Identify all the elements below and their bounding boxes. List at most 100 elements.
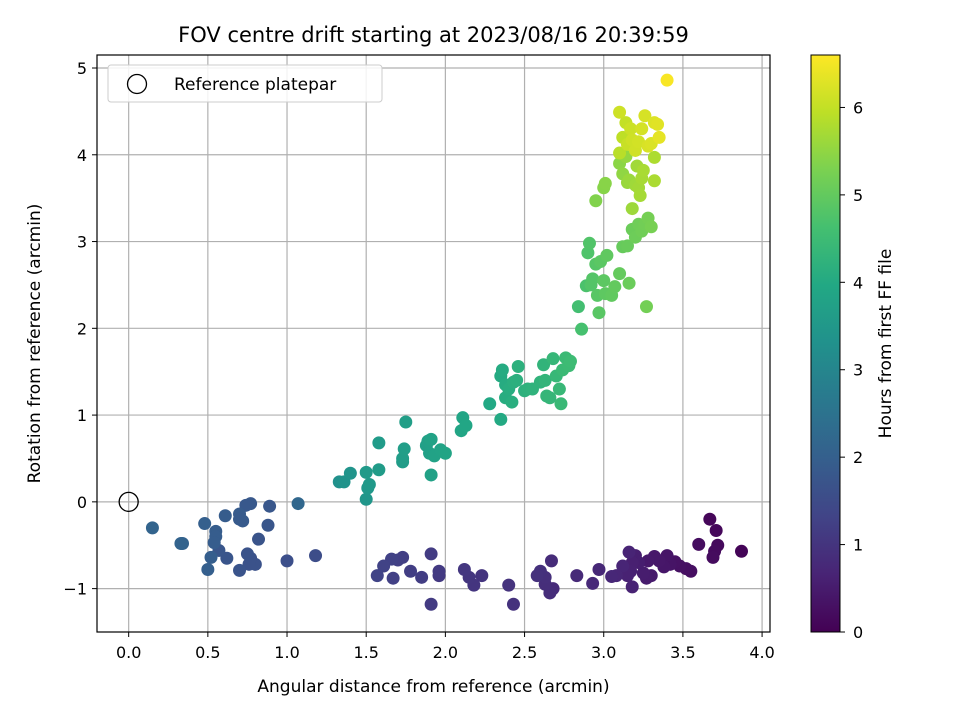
data-point-83: [174, 536, 188, 550]
grid-lines: [97, 55, 770, 632]
data-point-103: [424, 432, 438, 446]
data-point-92: [359, 465, 373, 479]
chart-title: FOV centre drift starting at 2023/08/16 …: [178, 23, 689, 47]
data-point-196: [651, 117, 665, 131]
data-point-80: [201, 563, 215, 577]
data-point-98: [399, 415, 413, 429]
data-point-72: [233, 563, 247, 577]
data-point-29: [605, 569, 619, 583]
data-point-182: [613, 146, 627, 160]
data-point-61: [263, 499, 277, 513]
data-point-173: [625, 202, 639, 216]
data-point-19: [636, 566, 650, 580]
data-point-136: [563, 354, 577, 368]
data-point-73: [220, 551, 234, 565]
data-point-41: [502, 578, 516, 592]
data-point-197: [652, 130, 666, 144]
x-tick-label-2: 1.0: [274, 643, 299, 662]
data-point-31: [586, 576, 600, 590]
data-point-143: [586, 272, 600, 286]
data-point-54: [386, 571, 400, 585]
x-tick-label-1: 0.5: [195, 643, 220, 662]
data-point-48: [424, 597, 438, 611]
data-point-97: [397, 442, 411, 456]
colorbar-tick-label-4: 4: [853, 273, 863, 292]
data-point-110: [483, 397, 497, 411]
data-point-45: [457, 563, 471, 577]
data-point-27: [616, 559, 630, 573]
legend-label-reference-platepar: Reference platepar: [174, 75, 336, 95]
y-tick-label-3: 2: [77, 319, 87, 338]
data-point-198: [660, 73, 674, 87]
x-tick-label-5: 2.5: [512, 643, 537, 662]
data-points: [145, 73, 748, 611]
legend: Reference platepar: [107, 64, 383, 103]
colorbar-tick-label-2: 2: [853, 448, 863, 467]
data-point-85: [291, 497, 305, 511]
colorbar-frame: [810, 54, 841, 633]
data-point-89: [359, 492, 373, 506]
data-point-141: [582, 236, 596, 250]
data-point-39: [530, 569, 544, 583]
colorbar-ticks: 0 1 2 3 4 5 6: [840, 98, 863, 642]
data-point-150: [600, 248, 614, 262]
colorbar-label: Hours from first FF file: [876, 249, 896, 439]
data-point-62: [252, 532, 266, 546]
data-point-91: [362, 477, 376, 491]
data-point-0: [734, 544, 748, 558]
data-point-78: [207, 536, 221, 550]
data-point-177: [633, 189, 647, 203]
colorbar-gradient: [811, 55, 840, 632]
data-point-109: [459, 418, 473, 432]
data-point-56: [377, 559, 391, 573]
data-point-191: [635, 122, 649, 136]
data-point-119: [510, 373, 524, 387]
data-point-94: [372, 463, 386, 477]
x-axis-label: Angular distance from reference (arcmin): [257, 677, 609, 697]
y-tick-label-5: 4: [77, 146, 87, 165]
data-point-106: [438, 446, 452, 460]
data-point-113: [495, 363, 509, 377]
reference-marker-layer: [118, 491, 139, 512]
legend-box: [107, 64, 383, 103]
data-point-5: [706, 550, 720, 564]
data-point-146: [592, 306, 606, 320]
data-point-152: [608, 280, 622, 294]
x-tick-label-8: 4.0: [749, 643, 774, 662]
data-point-47: [432, 564, 446, 578]
y-tick-label-2: 1: [77, 406, 87, 425]
data-point-132: [554, 397, 568, 411]
data-point-186: [624, 122, 638, 136]
data-point-155: [620, 239, 634, 253]
data-point-74: [218, 509, 232, 523]
data-point-57: [370, 569, 384, 583]
data-point-84: [145, 521, 159, 535]
y-tick-label-0: −1: [63, 580, 87, 599]
x-tick-label-6: 3.0: [591, 643, 616, 662]
y-tick-label-4: 3: [77, 233, 87, 252]
data-point-165: [589, 194, 603, 208]
x-tick-label-3: 1.5: [353, 643, 378, 662]
data-point-1: [703, 512, 717, 526]
plot-frame: [96, 54, 771, 633]
data-point-26: [622, 545, 636, 559]
axis-ticks: 0.0 0.5 1.0 1.5 2.0 2.5 3.0 3.5 4.0 −1 0 1 2 3 4 5: [63, 59, 774, 662]
data-point-156: [622, 276, 636, 290]
data-point-71: [233, 512, 247, 526]
data-point-187: [613, 105, 627, 119]
data-point-93: [372, 436, 386, 450]
data-point-67: [240, 547, 254, 561]
x-tick-label-4: 2.0: [433, 643, 458, 662]
data-point-180: [647, 174, 661, 188]
data-point-88: [343, 466, 357, 480]
colorbar-tick-label-1: 1: [853, 536, 863, 555]
data-point-167: [598, 176, 612, 190]
x-tick-label-7: 3.5: [670, 643, 695, 662]
colorbar-tick-label-0: 0: [853, 623, 863, 642]
data-point-125: [537, 358, 551, 372]
colorbar-tick-label-3: 3: [853, 361, 863, 380]
data-point-164: [644, 220, 658, 234]
data-point-128: [543, 391, 557, 405]
data-point-81: [198, 517, 212, 531]
data-point-129: [546, 352, 560, 366]
